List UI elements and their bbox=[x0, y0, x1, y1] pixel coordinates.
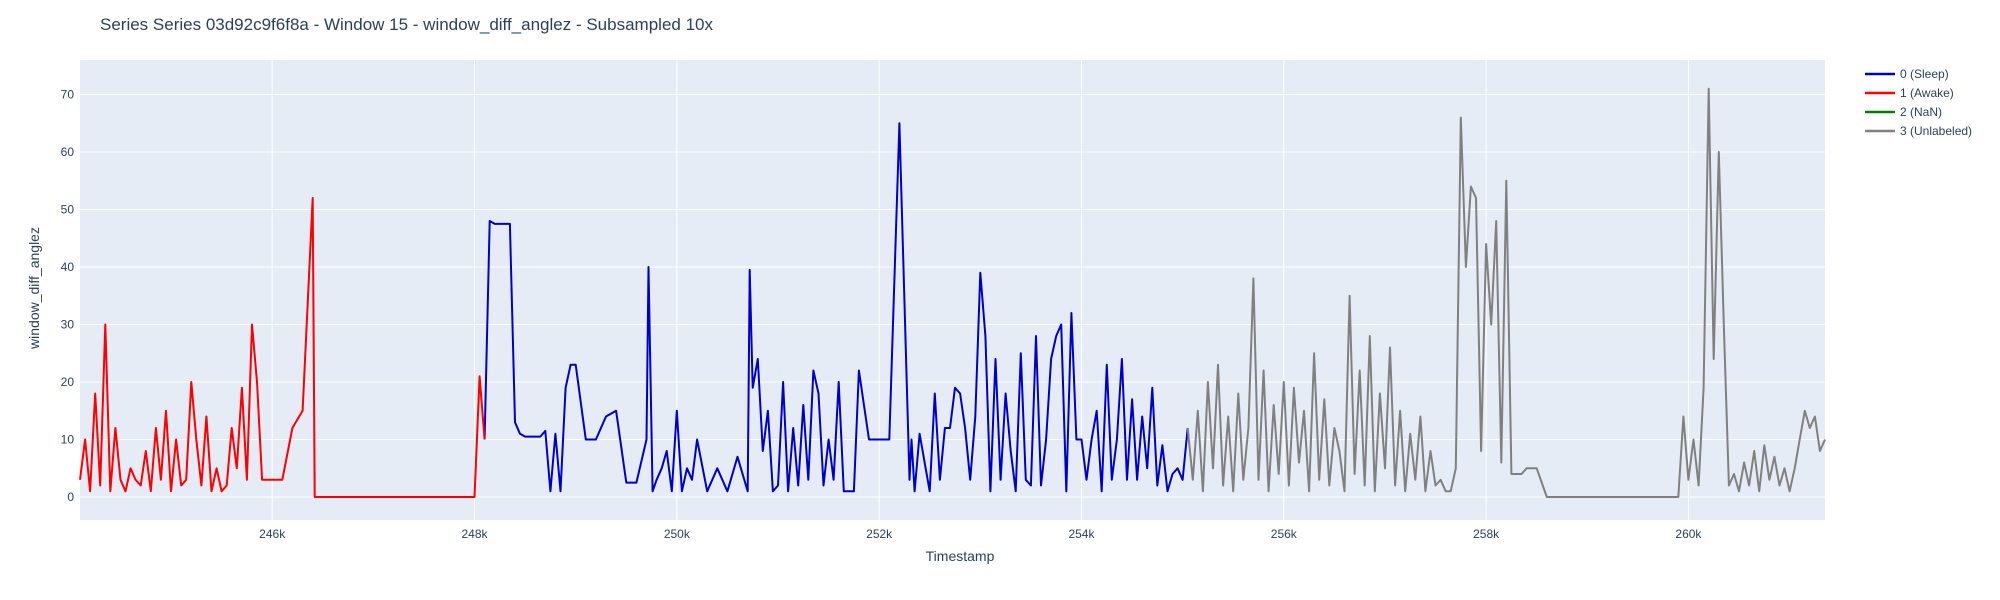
x-tick-label: 252k bbox=[866, 527, 893, 541]
y-tick-label: 60 bbox=[61, 145, 75, 159]
x-tick-label: 248k bbox=[462, 527, 489, 541]
y-axis-ticks: 0 10 20 30 40 50 60 70 bbox=[61, 88, 75, 505]
y-tick-label: 70 bbox=[61, 88, 75, 102]
y-tick-label: 20 bbox=[61, 375, 75, 389]
x-tick-label: 256k bbox=[1271, 527, 1298, 541]
grid-lines bbox=[80, 60, 1825, 520]
y-axis-title: window_diff_anglez bbox=[26, 227, 42, 350]
series-line-1 bbox=[79, 197, 486, 498]
legend-label: 1 (Awake) bbox=[1900, 86, 1954, 100]
x-tick-label: 246k bbox=[259, 527, 286, 541]
legend-label: 3 (Unlabeled) bbox=[1900, 124, 1972, 138]
y-tick-label: 50 bbox=[61, 203, 75, 217]
legend-label: 2 (NaN) bbox=[1900, 105, 1942, 119]
legend-item[interactable]: 0 (Sleep) bbox=[1865, 67, 1949, 81]
x-tick-label: 258k bbox=[1473, 527, 1500, 541]
series-line-3 bbox=[1186, 87, 1826, 498]
series-layer bbox=[79, 87, 1826, 498]
y-tick-label: 0 bbox=[67, 490, 74, 504]
legend-item[interactable]: 1 (Awake) bbox=[1865, 86, 1954, 100]
x-axis-ticks: 246k 248k 250k 252k 254k 256k 258k 260k bbox=[259, 527, 1702, 541]
legend[interactable]: 0 (Sleep) 1 (Awake) 2 (NaN) 3 (Unlabeled) bbox=[1865, 67, 1972, 138]
x-tick-label: 250k bbox=[664, 527, 691, 541]
series-line-0 bbox=[483, 122, 1189, 493]
legend-item[interactable]: 2 (NaN) bbox=[1865, 105, 1942, 119]
x-tick-label: 260k bbox=[1675, 527, 1702, 541]
legend-item[interactable]: 3 (Unlabeled) bbox=[1865, 124, 1972, 138]
chart-title: Series Series 03d92c9f6f8a - Window 15 -… bbox=[100, 15, 713, 34]
y-tick-label: 10 bbox=[61, 433, 75, 447]
x-axis-title: Timestamp bbox=[926, 548, 995, 564]
y-tick-label: 30 bbox=[61, 318, 75, 332]
x-tick-label: 254k bbox=[1068, 527, 1095, 541]
plot-area bbox=[80, 60, 1825, 520]
legend-label: 0 (Sleep) bbox=[1900, 67, 1949, 81]
y-tick-label: 40 bbox=[61, 260, 75, 274]
